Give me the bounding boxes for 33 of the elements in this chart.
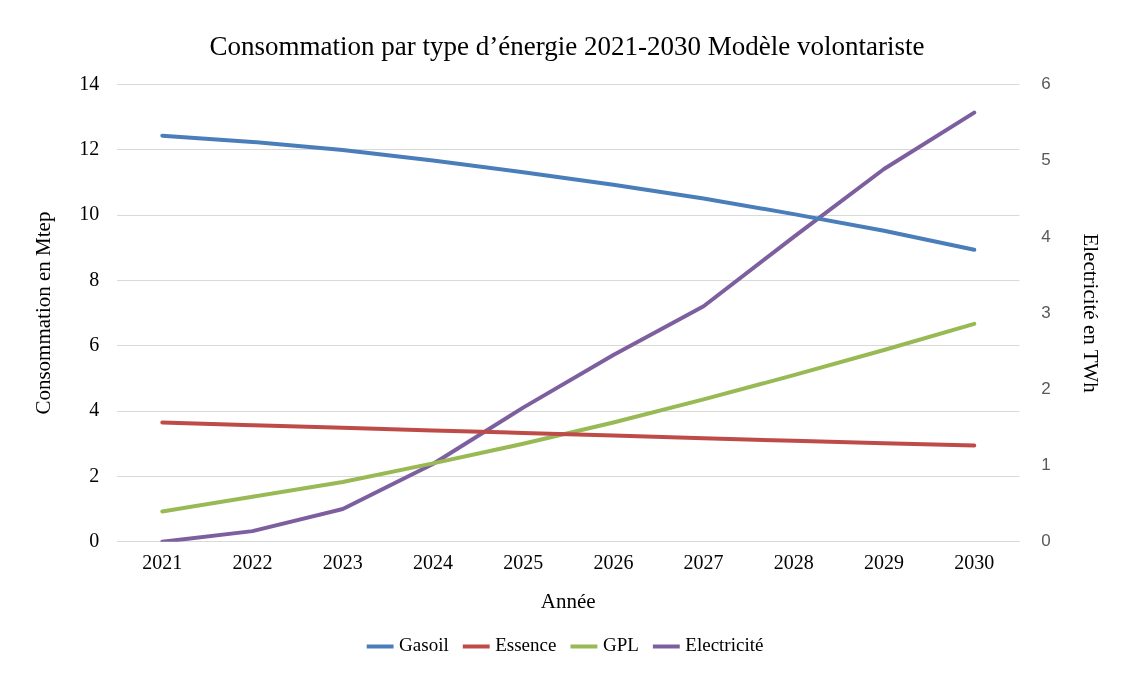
chart-title: Consommation par type d’énergie 2021-2030 Modèle volontariste [209, 31, 925, 62]
y-axis-title: Consommation en Mtep [31, 211, 56, 415]
y-tick-label: 2 [89, 463, 100, 486]
x-tick-label: 2023 [322, 551, 363, 574]
y2-tick-label: 6 [1041, 74, 1051, 94]
x-tick-label: 2024 [412, 551, 453, 574]
y2-tick-label: 1 [1041, 455, 1051, 475]
y-tick-label: 4 [89, 398, 100, 421]
y-tick-label: 14 [79, 71, 100, 94]
y-tick-label: 6 [89, 333, 100, 356]
y2-tick-label: 0 [1041, 531, 1051, 551]
y-tick-label: 12 [79, 136, 100, 159]
x-tick-label: 2030 [954, 551, 995, 574]
y2-tick-label: 4 [1041, 226, 1051, 246]
x-tick-label: 2021 [142, 551, 183, 574]
x-tick-label: 2028 [773, 551, 814, 574]
y-tick-label: 8 [89, 267, 100, 290]
x-tick-label: 2022 [232, 551, 273, 574]
y-tick-label: 0 [89, 529, 100, 552]
y2-tick-label: 3 [1041, 302, 1051, 322]
y2-tick-label: 5 [1041, 150, 1051, 170]
legend-label: Electricité [685, 634, 764, 656]
y2-axis-title: Electricité en TWh [1078, 233, 1103, 394]
legend-label: Essence [495, 634, 557, 656]
y2-tick-label: 2 [1041, 379, 1051, 399]
y-tick-label: 10 [79, 202, 100, 225]
legend-label: GPL [602, 634, 639, 656]
x-tick-label: 2029 [864, 551, 905, 574]
x-tick-label: 2026 [593, 551, 634, 574]
legend-label: Gasoil [399, 634, 449, 656]
x-tick-label: 2027 [683, 551, 724, 574]
x-axis-title: Année [540, 588, 596, 613]
x-tick-label: 2025 [503, 551, 544, 574]
